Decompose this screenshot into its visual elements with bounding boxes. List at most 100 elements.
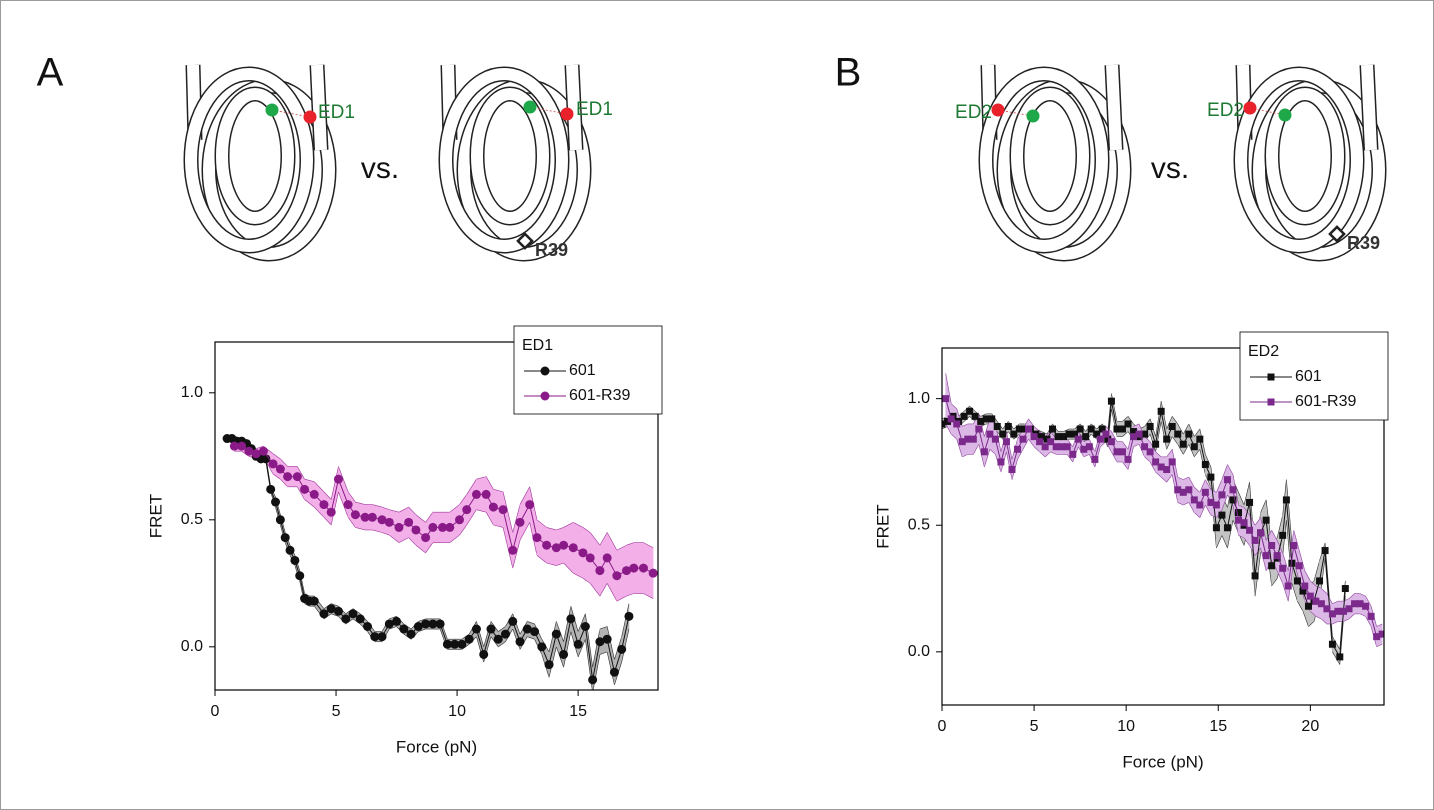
- error-band-edge: [1183, 476, 1189, 480]
- error-band-edge: [1260, 499, 1267, 513]
- data-point: [1091, 455, 1099, 463]
- data-point: [1373, 633, 1381, 641]
- error-band-edge: [1182, 444, 1190, 455]
- error-band-edge: [1310, 611, 1317, 617]
- data-point: [428, 522, 438, 532]
- error-band-edge: [256, 445, 264, 449]
- error-band-edge: [577, 639, 586, 658]
- error-band-edge: [1022, 439, 1029, 450]
- error-band-edge: [372, 529, 383, 533]
- error-band-edge: [304, 478, 315, 482]
- error-band-edge: [1254, 517, 1261, 526]
- data-point: [1299, 587, 1307, 595]
- error-band-edge: [493, 524, 504, 528]
- data-point: [617, 644, 627, 654]
- data-point: [237, 441, 247, 451]
- data-point: [1341, 585, 1349, 593]
- data-point: [942, 420, 946, 428]
- error-band-edge: [556, 562, 564, 566]
- data-point: [363, 621, 373, 631]
- data-point: [229, 441, 239, 451]
- data-point: [624, 611, 634, 621]
- error-band-edge: [951, 433, 957, 440]
- error-band-edge: [347, 517, 356, 528]
- error-band-edge: [1144, 418, 1151, 427]
- error-band-edge: [1297, 601, 1304, 612]
- error-band-edge: [519, 486, 530, 505]
- data-point: [1047, 438, 1055, 446]
- x-tick-label: 10: [1117, 718, 1135, 735]
- data-point: [532, 533, 542, 543]
- data-point: [1174, 486, 1182, 494]
- error-band-edge: [272, 453, 281, 460]
- x-tick-label: 10: [448, 703, 466, 720]
- plot-frame: [214, 341, 659, 691]
- legend-label: 601-R39: [569, 387, 630, 404]
- legend-label: 601: [1295, 368, 1322, 385]
- data-point: [1058, 443, 1066, 451]
- data-point: [1262, 552, 1270, 560]
- error-band-edge: [1343, 618, 1350, 622]
- data-point: [411, 525, 421, 535]
- error-band-edge: [389, 626, 397, 630]
- tube-fill: [1266, 88, 1344, 224]
- data-point: [1339, 607, 1347, 615]
- dye-pair-label: ED1: [318, 102, 355, 123]
- donor-dye: [265, 103, 279, 117]
- x-axis-label: Force (pN): [1122, 752, 1203, 771]
- data-point: [1334, 607, 1342, 615]
- dye-pair-label: ED2: [955, 102, 992, 123]
- data-point: [1168, 458, 1176, 466]
- legend-marker: [540, 366, 550, 376]
- error-band-edge: [1276, 570, 1283, 584]
- data-point: [537, 642, 547, 652]
- error-band-edge: [589, 583, 601, 597]
- data-point: [1293, 577, 1301, 585]
- legend-marker: [1267, 373, 1275, 381]
- error-band-edge: [1282, 552, 1289, 571]
- data-point: [960, 412, 968, 420]
- panel-label: B: [835, 51, 862, 95]
- data-point: [319, 609, 329, 619]
- data-point: [1152, 458, 1160, 466]
- error-band-edge: [984, 449, 991, 468]
- data-point: [1273, 552, 1281, 560]
- error-band-edge: [1188, 502, 1195, 513]
- error-band-edge: [1304, 570, 1311, 582]
- error-band-edge: [1194, 449, 1201, 458]
- error-band-edge: [577, 613, 586, 632]
- data-point: [1345, 605, 1353, 613]
- error-band-edge: [1271, 530, 1278, 541]
- legend-marker: [1267, 398, 1275, 406]
- error-band-edge: [449, 534, 460, 543]
- data-point: [500, 629, 510, 639]
- error-band-edge: [502, 527, 514, 569]
- data-point: [377, 632, 387, 642]
- data-point: [1218, 491, 1226, 499]
- data-point: [1002, 438, 1010, 446]
- error-band-edge: [989, 449, 996, 455]
- data-point: [648, 568, 658, 578]
- error-band-edge: [1111, 431, 1118, 442]
- error-band-edge: [1298, 550, 1306, 571]
- data-point: [471, 489, 481, 499]
- error-band-edge: [1166, 449, 1173, 458]
- data-point: [355, 614, 365, 624]
- error-band-edge: [1359, 593, 1366, 597]
- error-band-edge: [606, 651, 615, 685]
- error-band-edge: [1238, 492, 1245, 506]
- data-point: [292, 472, 302, 482]
- error-band-edge: [1315, 585, 1322, 589]
- error-band-edge: [1133, 443, 1140, 448]
- error-band-edge: [626, 593, 634, 597]
- error-band-edge: [626, 542, 634, 546]
- data-point: [515, 517, 525, 527]
- data-point: [1124, 420, 1132, 428]
- data-point: [392, 616, 402, 626]
- error-band-edge: [1205, 454, 1212, 468]
- error-band-edge: [272, 473, 281, 480]
- data-point: [326, 604, 336, 614]
- data-point: [457, 639, 467, 649]
- data-point: [421, 533, 431, 543]
- data-point: [1185, 486, 1193, 494]
